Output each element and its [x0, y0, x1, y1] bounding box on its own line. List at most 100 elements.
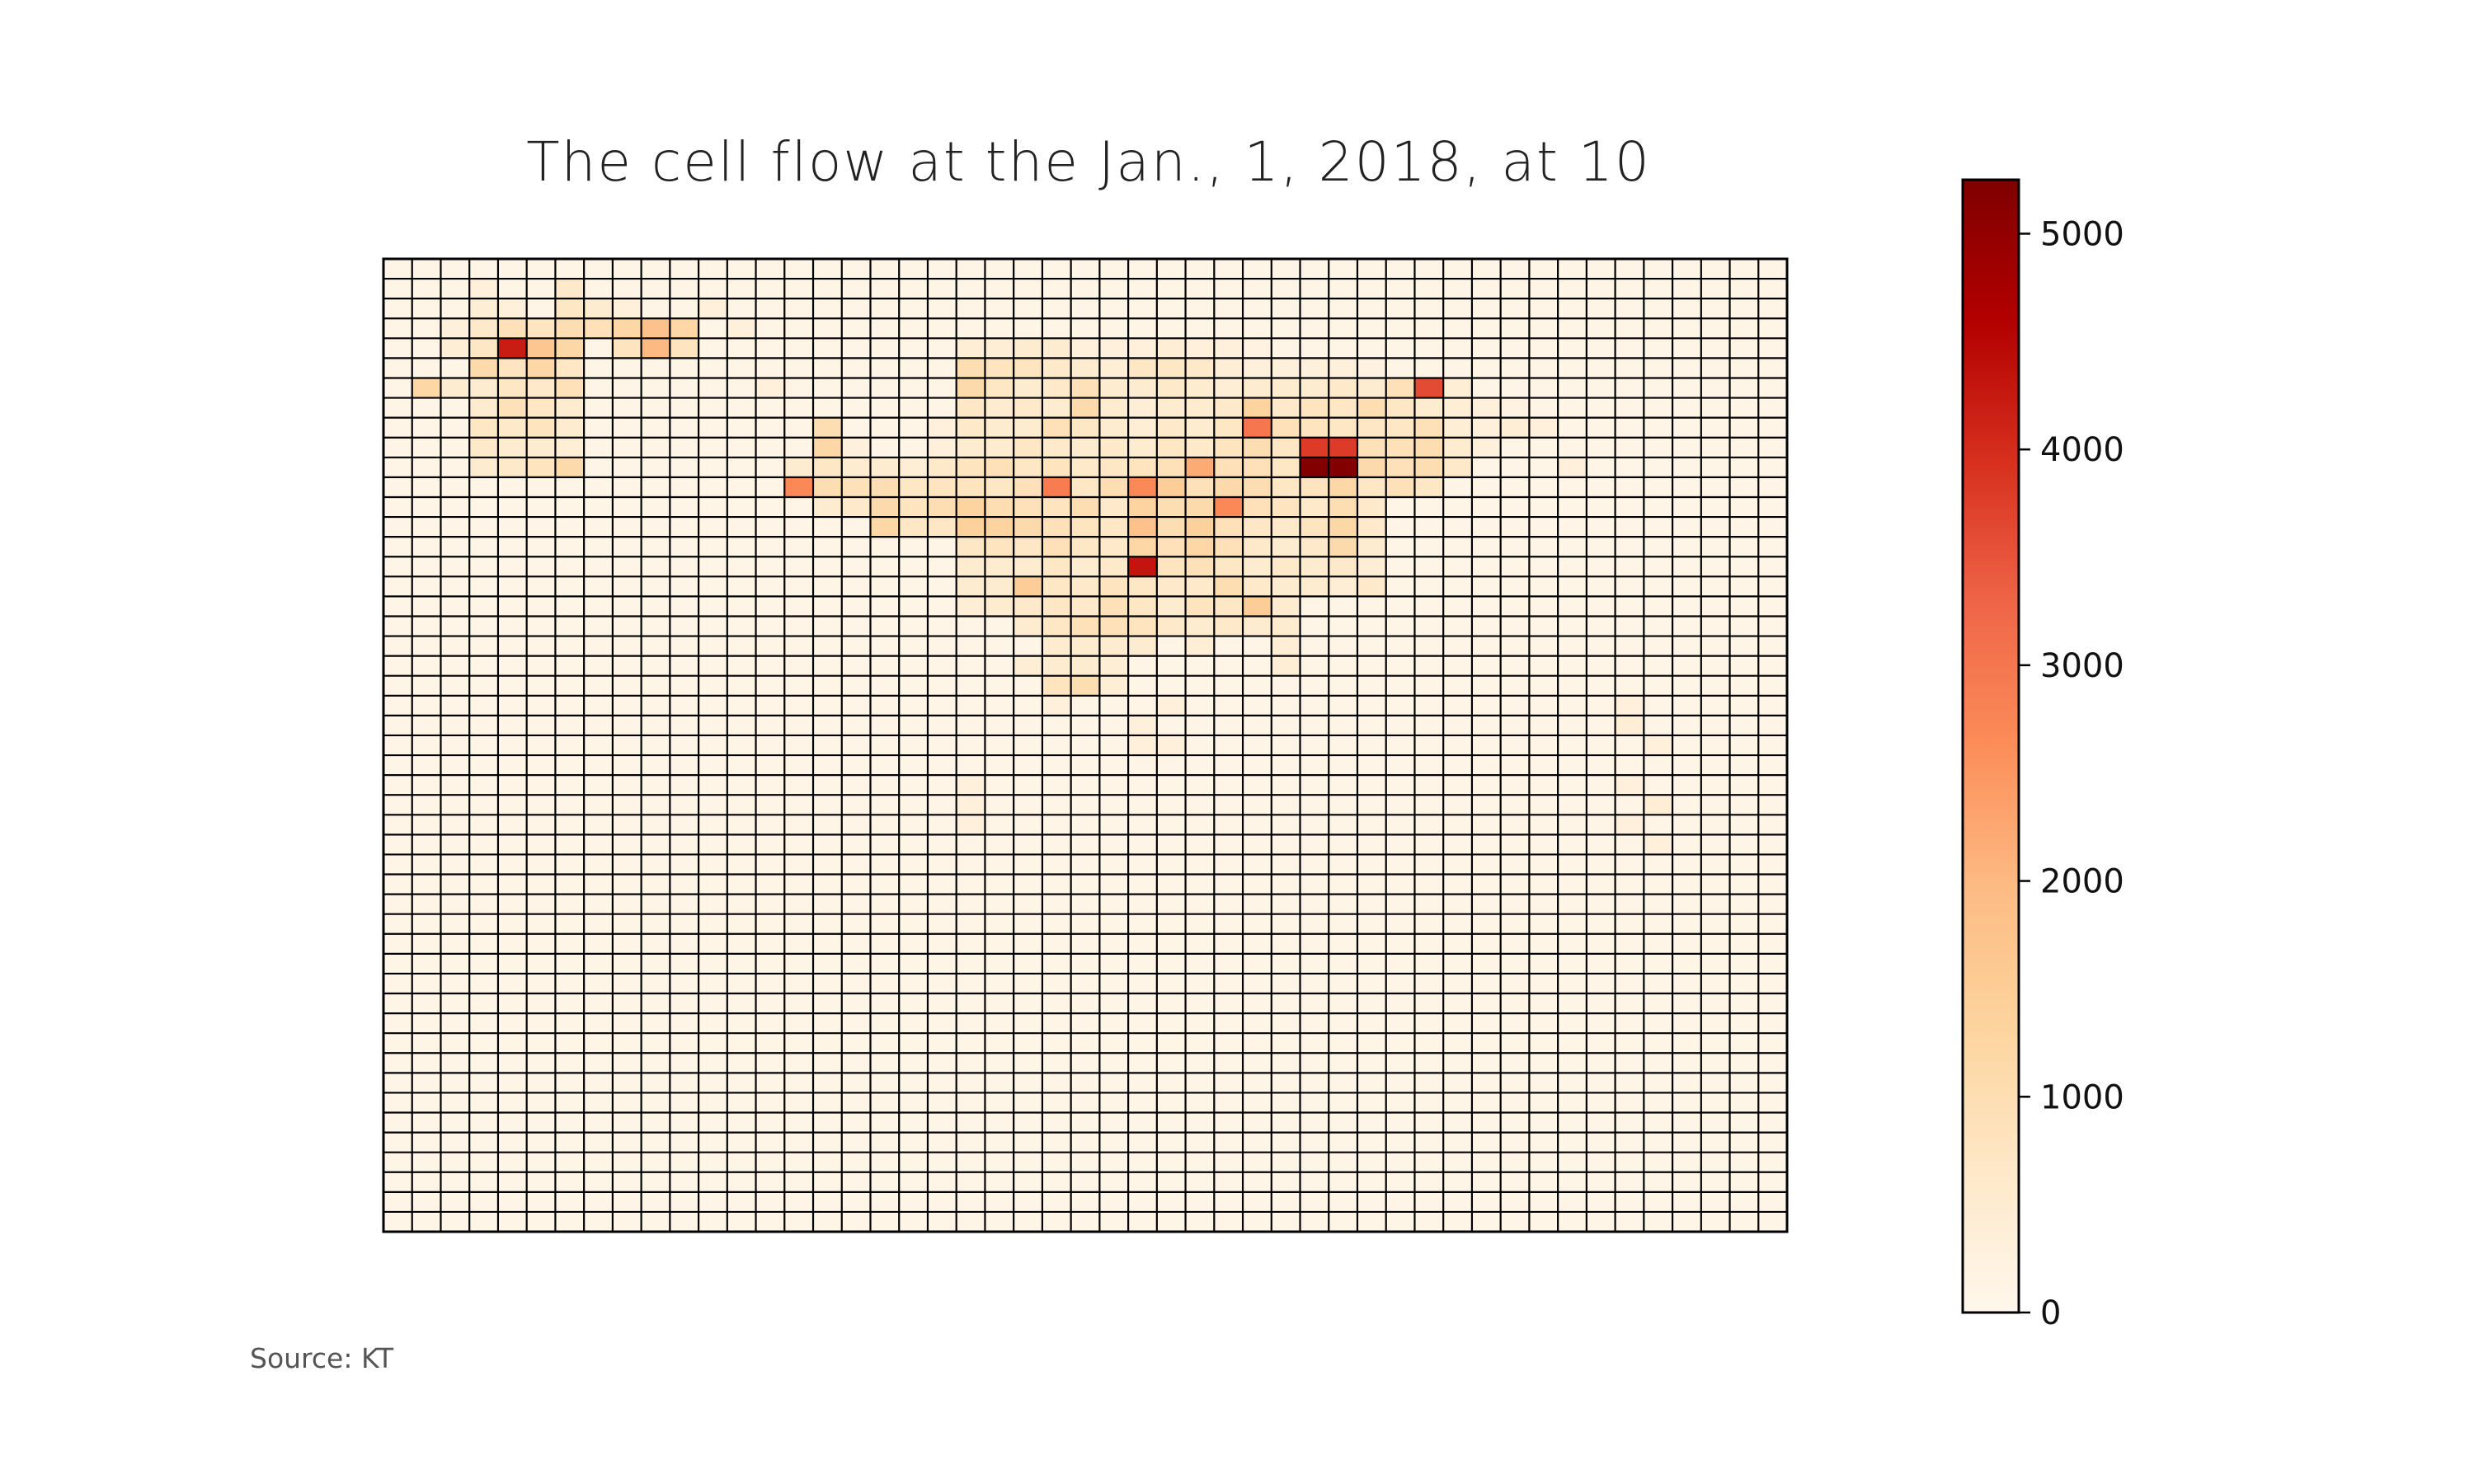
heatmap-cell [526, 259, 556, 279]
heatmap-cell [1156, 1092, 1186, 1113]
heatmap-cell [1300, 695, 1329, 716]
heatmap-cell [1385, 556, 1415, 577]
heatmap-cell [641, 457, 670, 478]
heatmap-cell [670, 537, 699, 557]
heatmap-cell [1271, 1211, 1300, 1233]
heatmap-cell [1156, 1013, 1186, 1034]
heatmap-cell [555, 775, 585, 796]
heatmap-cell [670, 358, 699, 378]
heatmap-cell [641, 318, 670, 339]
heatmap-cell [1700, 298, 1730, 319]
heatmap-cell [497, 1211, 528, 1233]
heatmap-cell [1700, 636, 1730, 657]
heatmap-cell [440, 616, 470, 636]
heatmap-cell [1700, 259, 1730, 279]
heatmap-cell [1500, 496, 1530, 518]
heatmap-cell [670, 279, 699, 299]
heatmap-cell [1672, 1132, 1702, 1153]
heatmap-cell [1672, 695, 1702, 716]
heatmap-cell [1099, 1191, 1129, 1213]
heatmap-cell [1644, 695, 1673, 716]
heatmap-cell [1729, 1033, 1759, 1054]
heatmap-cell [1586, 1211, 1616, 1233]
heatmap-cell [1014, 913, 1043, 935]
heatmap-cell [698, 834, 728, 855]
heatmap-cell [612, 437, 642, 458]
heatmap-cell [584, 695, 614, 716]
heatmap-cell [1529, 318, 1559, 339]
heatmap-cell [1586, 318, 1616, 339]
heatmap-cell [1729, 675, 1759, 697]
heatmap-cell [1471, 1053, 1502, 1073]
heatmap-cell [1558, 1053, 1587, 1073]
heatmap-cell [727, 616, 756, 636]
heatmap-cell [1500, 953, 1530, 974]
heatmap-cell [1099, 775, 1129, 796]
heatmap-gridlines [383, 259, 1787, 1232]
heatmap-cell [469, 517, 499, 538]
heatmap-cell [1329, 1211, 1358, 1233]
heatmap-cell [1329, 795, 1358, 815]
heatmap-cell [612, 576, 642, 597]
heatmap-cell [383, 715, 413, 736]
heatmap-cell [555, 1073, 585, 1093]
heatmap-cell [1586, 1191, 1616, 1213]
heatmap-cell [1300, 636, 1329, 657]
heatmap-cell [526, 397, 556, 419]
heatmap-cell [1329, 775, 1358, 796]
heatmap-cell [469, 477, 499, 498]
heatmap-cell [412, 1191, 441, 1213]
heatmap-cell [870, 815, 900, 835]
heatmap-cell [1070, 1013, 1100, 1034]
heatmap-cell [1185, 1092, 1215, 1113]
heatmap-cell [1014, 795, 1043, 815]
heatmap-cell [1443, 1152, 1473, 1173]
heatmap-cell [1385, 1132, 1415, 1153]
heatmap-cell [670, 655, 699, 677]
heatmap-cell [555, 576, 585, 597]
heatmap-cell [1700, 1132, 1730, 1153]
heatmap-cell [1529, 596, 1559, 617]
heatmap-cell [526, 1132, 556, 1153]
heatmap-cell [584, 1191, 614, 1213]
heatmap-cell [1529, 1073, 1559, 1093]
heatmap-cell [1329, 338, 1358, 359]
heatmap-cell [497, 517, 528, 538]
heatmap-cell [526, 1112, 556, 1133]
heatmap-cell [641, 636, 670, 657]
heatmap-cell [1500, 279, 1530, 299]
heatmap-cell [1070, 894, 1100, 915]
heatmap-cell [1385, 358, 1415, 378]
heatmap-cell [1729, 517, 1759, 538]
heatmap-cell [899, 953, 929, 974]
heatmap-cell [956, 894, 985, 915]
heatmap-cell [1329, 735, 1358, 756]
heatmap-cell [985, 854, 1014, 875]
heatmap-cell [1615, 933, 1644, 955]
heatmap-cell [1329, 1132, 1358, 1153]
heatmap-cell [1014, 735, 1043, 756]
heatmap-cell [1615, 636, 1644, 657]
heatmap-cell [412, 378, 441, 398]
heatmap-cell [813, 913, 843, 935]
heatmap-cell [383, 894, 413, 915]
heatmap-cell [1185, 556, 1215, 577]
heatmap-cell [497, 457, 528, 478]
heatmap-cell [1099, 397, 1129, 419]
heatmap-cell [1156, 973, 1186, 994]
heatmap-cell [584, 715, 614, 736]
heatmap-cell [755, 755, 785, 776]
heatmap-cell [870, 517, 900, 538]
heatmap-cell [670, 1013, 699, 1034]
heatmap-cell [841, 596, 871, 617]
heatmap-cell [1385, 795, 1415, 815]
heatmap-cell [1385, 675, 1415, 697]
heatmap-cell [526, 795, 556, 815]
heatmap-cell [1185, 933, 1215, 955]
heatmap-cell [755, 636, 785, 657]
heatmap-cell [727, 1172, 756, 1193]
heatmap-cell [1385, 894, 1415, 915]
heatmap-cell [1443, 655, 1473, 677]
heatmap-cell [641, 517, 670, 538]
heatmap-cell [1443, 1013, 1473, 1034]
